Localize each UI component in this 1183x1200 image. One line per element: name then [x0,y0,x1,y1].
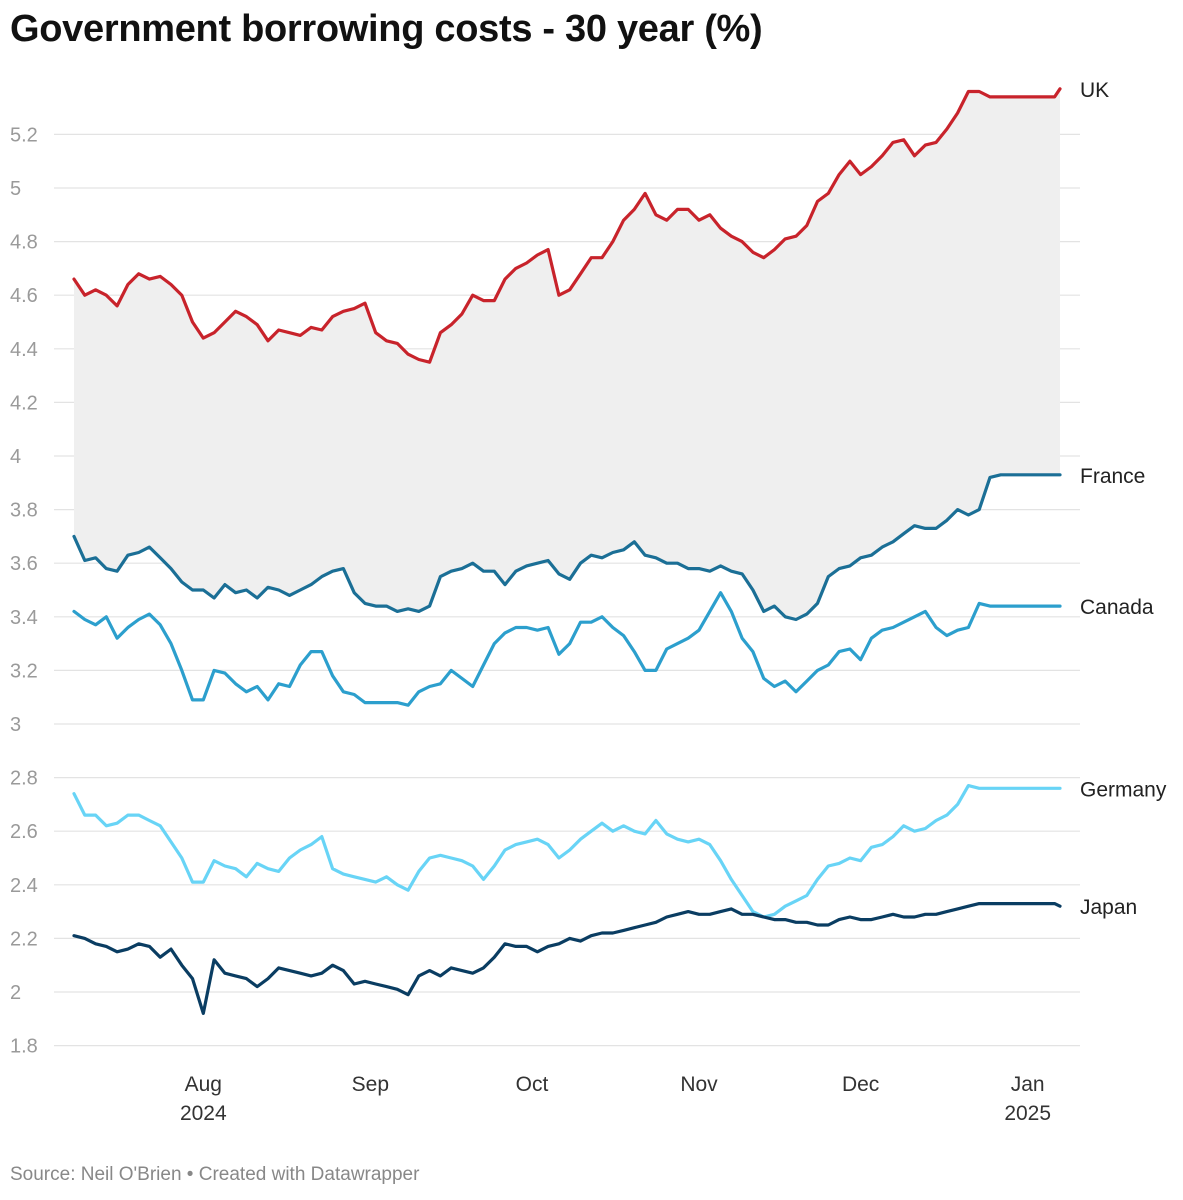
shaded-gap-area [74,88,1060,620]
chart-title: Government borrowing costs - 30 year (%) [10,8,763,50]
series-line-japan [72,902,1062,1015]
y-tick-label: 2.4 [10,875,38,897]
x-tick-label: Sep [352,1073,389,1096]
series-label-france: France [1080,465,1145,488]
x-tick-label: Dec [842,1073,879,1096]
series-line-canada [72,591,1062,707]
gap-shading [74,88,1060,620]
y-tick-label: 4.4 [10,339,38,361]
y-tick-label: 4.6 [10,285,38,307]
x-tick-label: Nov [680,1073,718,1096]
y-tick-label: 1.8 [10,1036,38,1058]
y-tick-label: 5.2 [10,124,38,146]
series-label-canada: Canada [1080,596,1154,619]
source-note: Source: Neil O'Brien • Created with Data… [10,1164,420,1185]
series-label-uk: UK [1080,79,1109,102]
y-tick-label: 4.2 [10,392,38,414]
series-line-germany [72,784,1062,919]
y-tick-label: 2.2 [10,928,38,950]
y-tick-label: 3.6 [10,553,38,575]
x-tick-year-label: 2025 [1004,1102,1051,1125]
y-tick-label: 2.6 [10,821,38,843]
x-tick-year-label: 2024 [180,1102,227,1125]
x-tick-label: Jan [1011,1073,1045,1096]
y-tick-label: 5 [10,178,21,200]
series-labels: UK France Canada Germany Japan [1080,79,1167,919]
line-chart: UK France Canada Germany Japan 5.2 5 4.8 4.6 4.4… [10,79,1167,1125]
y-tick-label: 3 [10,714,21,736]
y-tick-label: 2.8 [10,768,38,790]
y-tick-label: 4.8 [10,232,38,254]
series-label-germany: Germany [1080,778,1167,801]
x-tick-label: Oct [516,1073,549,1096]
y-tick-label: 2 [10,982,21,1004]
y-tick-label: 4 [10,446,21,468]
axis-labels: 5.2 5 4.8 4.6 4.4 4.2 4 3.8 3.6 3.4 3.2 3 2.8 2.6 2.4 2… [10,124,1051,1125]
series-line-france [72,473,1062,622]
y-tick-label: 3.8 [10,500,38,522]
series-label-japan: Japan [1080,896,1137,919]
series-lines [72,87,1062,1015]
x-tick-label: Aug [185,1073,222,1096]
y-tick-label: 3.4 [10,607,38,629]
series-line-uk [72,87,1062,364]
y-tick-label: 3.2 [10,660,38,682]
